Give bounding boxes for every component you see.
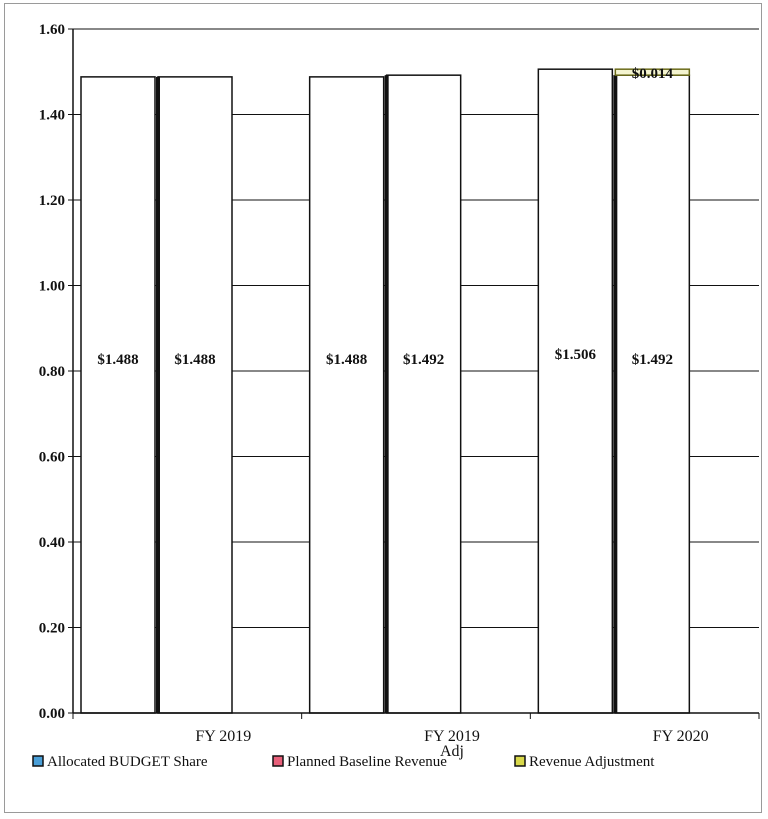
axes — [72, 29, 760, 719]
data-label: $1.492 — [632, 352, 673, 368]
y-tick-label: 0.60 — [39, 450, 65, 466]
y-tick-label: 0.80 — [39, 364, 65, 380]
bar — [80, 76, 156, 714]
data-label: $1.488 — [326, 352, 367, 368]
y-tick-label: 1.20 — [39, 193, 65, 209]
y-tick-label: 1.60 — [39, 22, 65, 38]
legend-swatch — [514, 755, 526, 767]
data-label: $1.488 — [97, 352, 138, 368]
data-label-adjustment: $0.014 — [632, 66, 674, 82]
bar — [308, 76, 385, 714]
x-category-label: FY 2019 — [424, 728, 480, 745]
data-label: $1.506 — [555, 347, 597, 363]
y-tick-label: 0.00 — [39, 706, 65, 722]
y-tick-label: 0.20 — [39, 621, 65, 637]
x-category-label: FY 2019 — [195, 728, 251, 745]
bar — [385, 74, 462, 714]
y-tick-label: 1.40 — [39, 108, 65, 124]
x-category-label-line2: Adj — [440, 743, 464, 760]
y-tick-label: 0.40 — [39, 535, 65, 551]
data-labels: $1.488 $1.488 $1.488 $1.492 $1.506 $1.492 $0.0… — [97, 66, 673, 368]
bar — [157, 76, 233, 714]
chart-frame: 0.00 0.20 0.40 0.60 0.80 1.00 1.20 1.40 1.60 FY … — [4, 3, 762, 813]
bar-segment-adjustment — [614, 68, 691, 76]
legend-swatch — [272, 755, 284, 767]
data-label: $1.492 — [403, 352, 444, 368]
bar — [537, 68, 614, 714]
bar — [614, 74, 691, 714]
x-category-label: FY 2020 — [653, 728, 709, 745]
bar-chart: 0.00 0.20 0.40 0.60 0.80 1.00 1.20 1.40 1.60 FY … — [32, 22, 760, 770]
legend-label: Planned Baseline Revenue — [287, 754, 447, 770]
legend-label: Revenue Adjustment — [529, 754, 655, 770]
legend: Allocated BUDGET Share Planned Baseline R… — [32, 754, 655, 770]
y-tick-label: 1.00 — [39, 279, 65, 295]
legend-label: Allocated BUDGET Share — [47, 754, 208, 770]
legend-swatch — [32, 755, 44, 767]
data-label: $1.488 — [174, 352, 215, 368]
y-axis-ticks: 0.00 0.20 0.40 0.60 0.80 1.00 1.20 1.40 1.60 — [39, 22, 73, 722]
bars — [80, 68, 691, 714]
